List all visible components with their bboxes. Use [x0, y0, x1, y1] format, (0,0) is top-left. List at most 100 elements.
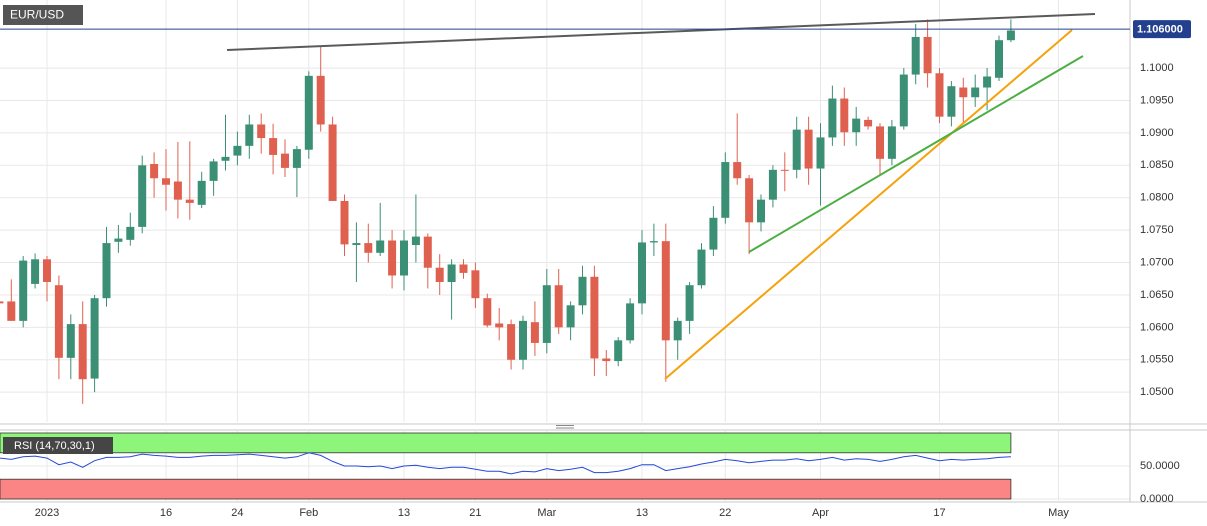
- candle-body: [150, 164, 159, 179]
- candle-body: [947, 86, 956, 117]
- candle-body: [0, 301, 4, 304]
- candle-body: [304, 75, 313, 150]
- y-tick-label: 1.0850: [1140, 159, 1174, 171]
- candle-body: [673, 320, 682, 341]
- y-tick-label: 1.0900: [1140, 127, 1174, 139]
- y-tick-label: 1.0600: [1140, 321, 1174, 333]
- candle-body: [804, 129, 813, 169]
- candle-body: [221, 156, 230, 161]
- candle-body: [840, 98, 849, 133]
- candle-body: [995, 40, 1003, 78]
- candle-body: [43, 259, 51, 282]
- candle-body: [340, 200, 349, 245]
- candle-body: [435, 267, 444, 282]
- rsi-tick-label: 0.0000: [1140, 493, 1174, 505]
- label-layer: EUR/USD RSI (14,70,30,1) 1.0500 1.0550 1.0…: [0, 5, 1191, 519]
- x-tick-label: 13: [398, 507, 410, 519]
- candle-body: [816, 137, 825, 169]
- candle-body: [411, 236, 420, 246]
- rsi-tick-label: 50.0000: [1140, 460, 1180, 472]
- resize-grip[interactable]: [556, 425, 574, 429]
- x-tick-label: 17: [933, 507, 945, 519]
- candle-body: [1006, 30, 1015, 41]
- candle-body: [459, 264, 468, 273]
- candle-body: [54, 285, 63, 358]
- candle-body: [66, 324, 75, 358]
- candle-body: [352, 243, 361, 246]
- candle-body: [483, 298, 492, 326]
- candle-body: [197, 180, 206, 205]
- candle-body: [423, 236, 432, 268]
- candle-body: [233, 145, 242, 156]
- candle-body: [19, 260, 28, 321]
- y-tick-label: 1.0950: [1140, 94, 1174, 106]
- candle-body: [447, 264, 456, 282]
- candle-body: [614, 340, 623, 362]
- x-tick-label: 21: [469, 507, 481, 519]
- candle-layer: [0, 19, 1015, 404]
- candle-body: [566, 305, 575, 328]
- candle-body: [7, 301, 16, 321]
- grid-layer: [0, 0, 1130, 501]
- y-tick-label: 1.0650: [1140, 289, 1174, 301]
- y-tick-label: 1.0500: [1140, 386, 1174, 398]
- x-tick-label: 24: [231, 507, 243, 519]
- x-tick-label: 16: [160, 507, 172, 519]
- x-tick-label: 13: [636, 507, 648, 519]
- y-tick-label: 1.0700: [1140, 256, 1174, 268]
- candle-body: [590, 276, 599, 359]
- x-tick-label: Apr: [812, 507, 829, 519]
- candle-body: [638, 242, 646, 304]
- candle-body: [745, 178, 754, 223]
- candle-body: [935, 73, 944, 117]
- candle-body: [138, 165, 147, 227]
- candle-body: [887, 126, 896, 159]
- trendline-orange: [664, 29, 1073, 380]
- y-tick-label: 1.0550: [1140, 354, 1174, 366]
- overbought-band: [0, 432, 1012, 454]
- candle-body: [899, 74, 908, 127]
- candle-body: [245, 124, 254, 146]
- candle-body: [768, 169, 777, 200]
- candle-body: [471, 270, 480, 299]
- candle-body: [257, 124, 266, 139]
- candle-body: [780, 169, 789, 171]
- candle-body: [209, 161, 218, 181]
- candle-body: [971, 87, 980, 98]
- candle-body: [126, 226, 135, 240]
- x-tick-label: May: [1048, 507, 1069, 519]
- y-tick-label: 1.0750: [1140, 224, 1174, 236]
- candle-body: [852, 118, 861, 133]
- candle-body: [328, 124, 337, 201]
- candle-body: [316, 75, 325, 125]
- candle-body: [162, 178, 170, 185]
- x-tick-label: Mar: [537, 507, 556, 519]
- oversold-band: [0, 478, 1012, 500]
- last-price-box: [1133, 20, 1191, 39]
- band-layer: [0, 432, 1012, 500]
- trendline-resistance: [226, 13, 1096, 51]
- candle-body: [626, 303, 635, 341]
- y-tick-label: 1.0800: [1140, 192, 1174, 204]
- candle-body: [31, 259, 40, 284]
- candle-body: [185, 199, 194, 203]
- candle-body: [709, 217, 718, 250]
- candle-body: [281, 153, 289, 168]
- candle-body: [542, 285, 551, 343]
- candle-body: [376, 240, 385, 253]
- candle-body: [649, 241, 658, 243]
- last-price-label: 1.106000: [1137, 24, 1183, 36]
- rsi-label-box: [3, 437, 113, 454]
- candle-body: [400, 240, 408, 276]
- candle-body: [602, 358, 611, 362]
- candle-body: [292, 149, 301, 168]
- candle-body: [733, 162, 742, 179]
- candle-body: [697, 249, 706, 286]
- candle-body: [102, 243, 111, 299]
- candle-body: [364, 243, 373, 253]
- candle-body: [388, 240, 397, 276]
- trendline-green: [748, 55, 1084, 253]
- chart-title: EUR/USD: [10, 8, 64, 22]
